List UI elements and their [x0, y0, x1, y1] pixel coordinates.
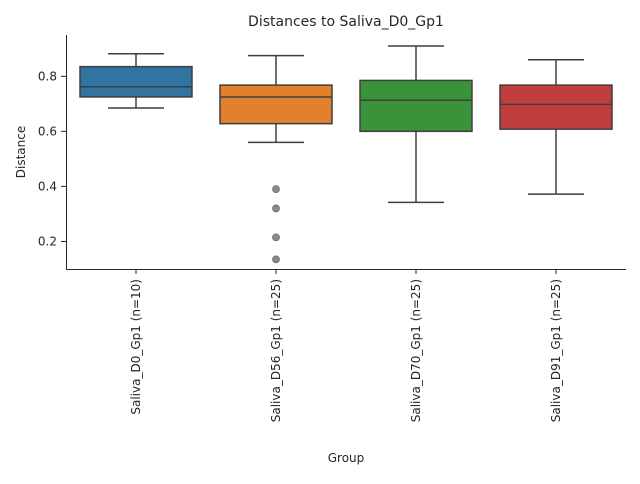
box-2 — [219, 84, 333, 125]
y-tick-label: 0.8 — [38, 69, 57, 83]
y-tick-label: 0.2 — [38, 234, 57, 248]
outlier-point — [272, 255, 280, 264]
y-tick-label: 0.4 — [38, 179, 57, 193]
box-4 — [499, 84, 613, 130]
outlier-point — [272, 185, 280, 194]
chart-title: Distances to Saliva_D0_Gp1 — [248, 14, 444, 30]
outlier-point — [272, 204, 280, 213]
x-axis-title: Group — [328, 451, 365, 465]
outlier-point — [272, 233, 280, 242]
x-tick-label: Saliva_D70_Gp1 (n=25) — [409, 279, 423, 422]
box-1 — [79, 65, 193, 98]
box-3 — [359, 79, 473, 133]
x-tick-label: Saliva_D0_Gp1 (n=10) — [129, 279, 143, 415]
y-axis-title: Distance — [14, 126, 28, 178]
x-tick-label: Saliva_D91_Gp1 (n=25) — [549, 279, 563, 422]
y-tick-label: 0.6 — [38, 124, 57, 138]
x-tick-label: Saliva_D56_Gp1 (n=25) — [269, 279, 283, 422]
plot-area: 0.2 0.4 0.6 0.8 Saliva_D0_Gp1 (n=10) Saliva_D… — [38, 45, 613, 422]
